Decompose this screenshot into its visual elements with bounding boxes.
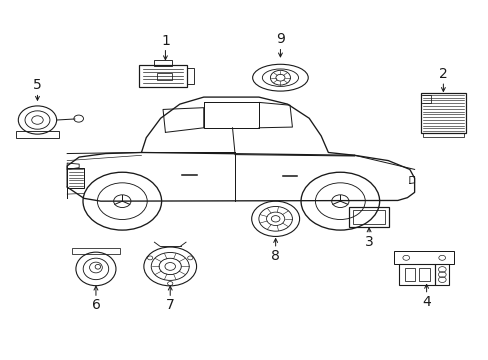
Text: 6: 6 bbox=[91, 298, 100, 312]
Bar bbox=[418, 268, 429, 282]
Bar bbox=[17, 131, 59, 138]
Text: 7: 7 bbox=[165, 298, 174, 312]
Bar bbox=[72, 248, 120, 254]
Bar bbox=[349, 207, 388, 227]
Bar bbox=[157, 73, 171, 80]
Bar bbox=[139, 66, 186, 86]
Bar bbox=[422, 133, 463, 137]
Bar bbox=[420, 93, 465, 133]
Bar bbox=[420, 95, 430, 103]
Bar bbox=[434, 264, 448, 285]
Text: 3: 3 bbox=[364, 235, 373, 249]
Text: 4: 4 bbox=[421, 295, 430, 309]
Bar bbox=[186, 68, 194, 84]
Text: 8: 8 bbox=[271, 249, 280, 263]
Bar bbox=[154, 60, 171, 66]
Text: 2: 2 bbox=[438, 67, 447, 81]
Text: 9: 9 bbox=[275, 32, 285, 46]
Bar bbox=[398, 264, 434, 285]
Bar bbox=[404, 268, 414, 282]
Text: 5: 5 bbox=[33, 78, 42, 92]
Text: 1: 1 bbox=[161, 33, 169, 48]
Bar bbox=[393, 251, 453, 264]
Bar bbox=[352, 210, 384, 224]
